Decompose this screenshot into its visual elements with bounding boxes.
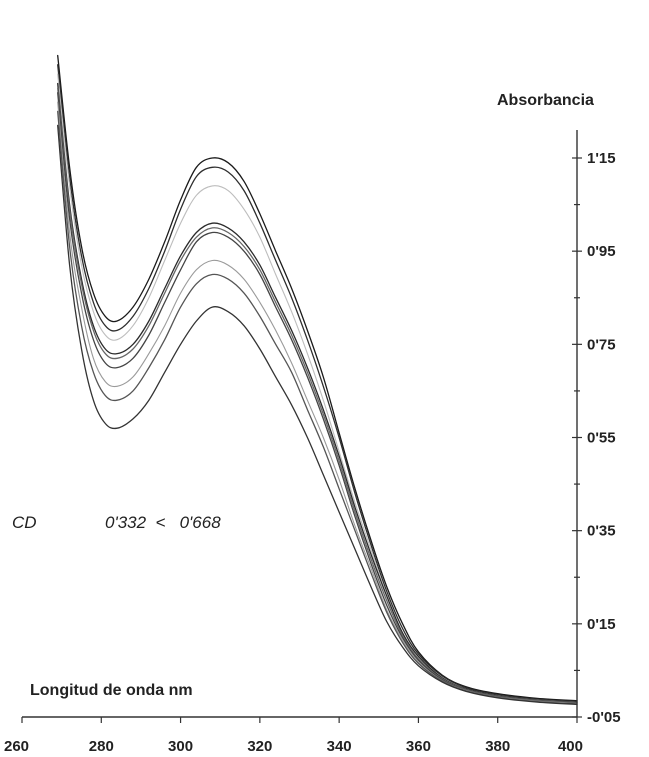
x-tick-label: 320 [247,738,272,755]
x-tick-label: 340 [327,738,352,755]
x-axis-title: Longitud de onda nm [30,682,193,699]
x-ticks: 260 280 300 320 340 360 380 400 [4,717,583,755]
series-layer [57,54,578,706]
annotation-label: CD [12,513,37,532]
x-tick-label: 380 [485,738,510,755]
y-tick-label: 0'95 [587,243,616,260]
x-tick-label: 400 [558,738,583,755]
y-tick-label: 0'55 [587,430,616,447]
series-line-1 [57,54,578,702]
y-axis-title: Absorbancia [497,92,594,109]
series-line-5 [57,87,578,704]
y-tick-label: 0'15 [587,616,616,633]
series-line-6 [57,92,578,704]
x-tick-label: 260 [4,738,29,755]
y-tick-label: -0'05 [587,709,621,726]
y-tick-label: 0'35 [587,523,616,540]
series-line-8 [57,110,578,705]
series-line-9 [57,124,578,706]
annotation-range: 0'332 < 0'668 [105,513,221,532]
y-tick-label: 1'15 [587,150,616,167]
series-line-2 [57,64,578,703]
series-line-4 [57,82,578,703]
y-tick-label: 0'75 [587,336,616,353]
series-line-7 [57,101,578,705]
y-ticks: 1'15 0'95 0'75 0'55 0'35 0'15 -0'05 [572,150,621,726]
x-tick-label: 360 [406,738,431,755]
x-tick-label: 280 [89,738,114,755]
x-tick-label: 300 [168,738,193,755]
